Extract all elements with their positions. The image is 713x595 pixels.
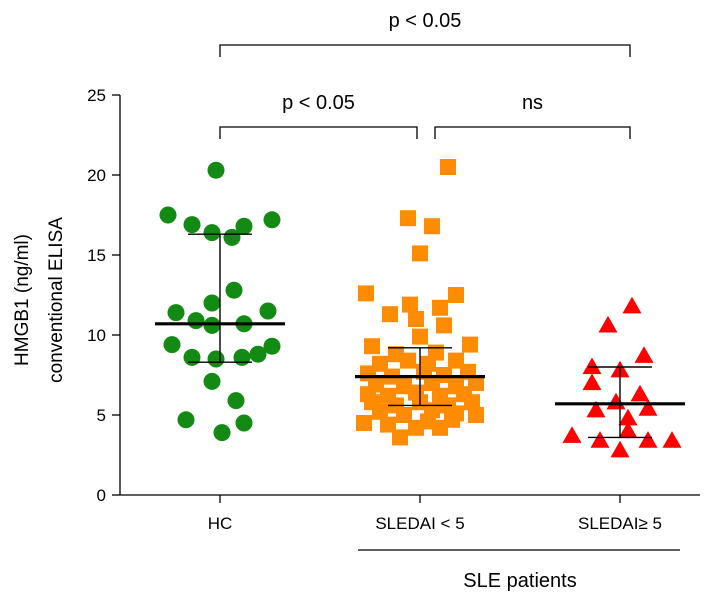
data-point-square bbox=[396, 407, 412, 423]
data-point-triangle bbox=[562, 426, 582, 443]
data-point-square bbox=[468, 407, 484, 423]
data-point-circle bbox=[177, 411, 195, 429]
data-point-triangle bbox=[590, 431, 610, 448]
data-point-circle bbox=[187, 312, 205, 330]
x-axis-ticks: HC SLEDAI < 5 SLEDAI≥ 5 bbox=[208, 495, 662, 533]
data-point-square bbox=[412, 328, 428, 345]
data-point-square bbox=[440, 159, 456, 175]
plot-area: 0 5 10 15 20 25 HC SLEDAI < 5 SLEDAI≥ 5 p < 0.0… bbox=[87, 10, 700, 533]
data-point-circle bbox=[203, 224, 221, 242]
data-point-triangle bbox=[610, 440, 630, 458]
data-point-circle bbox=[235, 217, 253, 235]
data-point-circle bbox=[233, 348, 251, 366]
data-point-triangle bbox=[638, 431, 658, 448]
data-point-circle bbox=[183, 348, 201, 366]
data-point-square bbox=[400, 352, 416, 369]
data-point-triangle bbox=[582, 357, 602, 375]
data-point-square bbox=[400, 210, 416, 227]
data-point-triangle bbox=[638, 399, 658, 416]
data-point-square bbox=[382, 306, 398, 323]
data-point-square bbox=[424, 218, 440, 235]
data-point-triangle bbox=[606, 392, 626, 410]
y-axis-ticks: 0 5 10 15 20 25 bbox=[87, 86, 120, 505]
significance-bracket bbox=[434, 126, 631, 139]
significance-bracket bbox=[219, 44, 631, 57]
data-point-circle bbox=[203, 294, 221, 312]
data-point-triangle bbox=[630, 384, 650, 402]
data-point-circle bbox=[183, 216, 201, 234]
significance-brackets: p < 0.05 ns p < 0.05 bbox=[219, 10, 631, 139]
data-point-square bbox=[424, 375, 440, 391]
x-tick-label: SLEDAI < 5 bbox=[375, 514, 464, 533]
data-point-circle bbox=[249, 345, 267, 363]
significance-label: ns bbox=[522, 92, 543, 114]
data-point-circle bbox=[159, 206, 177, 224]
data-point-circle bbox=[167, 304, 185, 322]
data-point-circle bbox=[225, 281, 243, 299]
data-point-square bbox=[380, 416, 396, 433]
data-point-triangle bbox=[582, 373, 602, 391]
data-point-triangle bbox=[622, 296, 642, 314]
data-point-circle bbox=[235, 414, 253, 432]
data-point-circle bbox=[207, 161, 225, 179]
median-iqr-bars bbox=[155, 233, 685, 439]
data-point-square bbox=[436, 317, 452, 334]
data-point-circle bbox=[163, 336, 181, 354]
y-tick-label: 25 bbox=[87, 86, 106, 105]
data-points bbox=[159, 159, 682, 458]
data-point-triangle bbox=[618, 408, 638, 426]
data-point-square bbox=[432, 419, 448, 436]
x-tick-label: HC bbox=[208, 514, 233, 533]
data-point-triangle bbox=[586, 400, 606, 418]
significance-label: p < 0.05 bbox=[389, 10, 462, 32]
data-point-square bbox=[372, 403, 388, 420]
significance-label: p < 0.05 bbox=[282, 92, 355, 114]
significance-bracket bbox=[219, 126, 418, 139]
data-point-circle bbox=[213, 424, 231, 442]
data-point-square bbox=[408, 419, 424, 436]
data-point-circle bbox=[259, 302, 277, 320]
group-label: SLE patients bbox=[463, 570, 576, 592]
data-point-square bbox=[356, 415, 372, 431]
data-point-circle bbox=[227, 392, 245, 410]
data-point-square bbox=[464, 394, 480, 411]
x-tick-label: SLEDAI≥ 5 bbox=[578, 514, 662, 533]
data-point-square bbox=[432, 299, 448, 316]
data-point-square bbox=[358, 285, 374, 302]
data-point-triangle bbox=[598, 315, 618, 333]
data-point-circle bbox=[263, 337, 281, 355]
y-tick-label: 0 bbox=[97, 486, 106, 505]
data-point-circle bbox=[207, 350, 225, 368]
y-axis-label-line2: conventional ELISA bbox=[46, 217, 67, 383]
data-point-square bbox=[364, 338, 380, 355]
y-tick-label: 10 bbox=[87, 326, 106, 345]
data-point-square bbox=[462, 336, 478, 353]
y-axis-label-line1: HMGB1 (ng/ml) bbox=[12, 234, 33, 366]
data-point-triangle bbox=[634, 346, 654, 363]
data-point-circle bbox=[223, 228, 241, 246]
data-point-square bbox=[402, 296, 418, 313]
data-point-triangle bbox=[662, 431, 682, 448]
data-point-square bbox=[412, 245, 428, 262]
data-point-square bbox=[392, 429, 408, 446]
y-tick-label: 15 bbox=[87, 246, 106, 265]
data-point-square bbox=[408, 311, 424, 327]
y-tick-label: 20 bbox=[87, 166, 106, 185]
y-tick-label: 5 bbox=[97, 406, 106, 425]
data-point-triangle bbox=[618, 421, 638, 439]
data-point-circle bbox=[203, 372, 221, 390]
data-point-square bbox=[448, 287, 464, 303]
data-point-circle bbox=[263, 211, 281, 229]
